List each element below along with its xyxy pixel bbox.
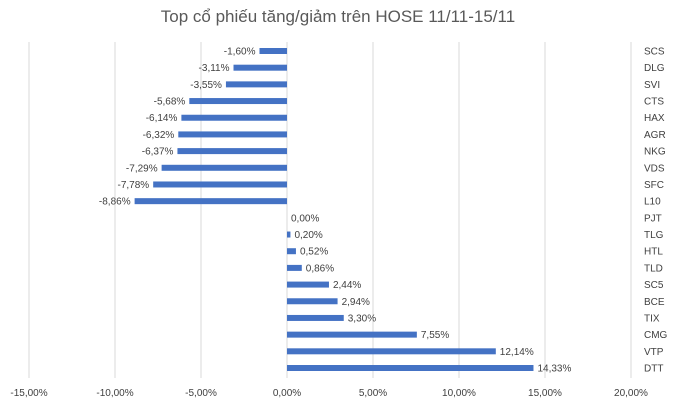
data-label: 2,94% xyxy=(342,297,370,308)
category-label: SCS xyxy=(644,47,665,58)
data-label: -7,29% xyxy=(126,163,158,174)
data-label: 0,86% xyxy=(306,263,334,274)
category-label: VDS xyxy=(644,163,665,174)
category-label: SC5 xyxy=(644,280,664,291)
bar xyxy=(287,348,496,355)
bar xyxy=(287,314,344,321)
data-label: -5,68% xyxy=(154,97,186,108)
bar xyxy=(233,64,287,71)
data-label: 12,14% xyxy=(500,347,534,358)
data-label: 0,20% xyxy=(294,230,322,241)
category-label: CMG xyxy=(644,330,668,341)
bar xyxy=(181,114,287,121)
bar xyxy=(189,98,287,105)
bar xyxy=(134,198,287,205)
x-tick-label: 10,00% xyxy=(442,388,476,399)
category-label: TIX xyxy=(644,313,660,324)
x-tick-label: 20,00% xyxy=(614,388,648,399)
category-label: L10 xyxy=(644,197,661,208)
bar xyxy=(161,164,287,171)
data-label: 7,55% xyxy=(421,330,449,341)
category-label: VTP xyxy=(644,347,664,358)
bar xyxy=(287,298,338,305)
bar xyxy=(153,181,287,188)
bar xyxy=(259,48,287,54)
bar xyxy=(225,81,287,88)
bar xyxy=(178,131,287,138)
data-labels: -1,60% -3,11% -3,55% -5,68% -6,14% -6,32% -6,3… xyxy=(99,47,572,375)
bar xyxy=(287,281,329,288)
category-label: SFC xyxy=(644,180,664,191)
x-tick-label: -15,00% xyxy=(10,388,47,399)
bar xyxy=(287,264,302,271)
data-label: 3,30% xyxy=(348,313,376,324)
category-label: BCE xyxy=(644,297,665,308)
category-label: HTL xyxy=(644,247,663,258)
data-label: -6,37% xyxy=(142,147,174,158)
data-label: -6,32% xyxy=(143,130,175,141)
category-label: SVI xyxy=(644,80,660,91)
x-tick-label: -10,00% xyxy=(96,388,133,399)
category-labels: SCS DLG SVI CTS HAX AGR NKG VDS SFC L10 PJT TLG HTL T… xyxy=(644,47,668,375)
category-label: NKG xyxy=(644,147,666,158)
data-label: -6,14% xyxy=(146,113,178,124)
bar xyxy=(177,148,287,155)
data-label: -3,55% xyxy=(190,80,222,91)
bar xyxy=(287,248,296,255)
gridlines xyxy=(28,42,632,378)
category-label: CTS xyxy=(644,97,664,108)
x-tick-label: 15,00% xyxy=(528,388,562,399)
data-label: -7,78% xyxy=(117,180,149,191)
category-label: DTT xyxy=(644,364,663,375)
category-label: TLG xyxy=(644,230,664,241)
category-label: PJT xyxy=(644,213,662,224)
x-tick-label: 5,00% xyxy=(359,388,387,399)
data-label: -1,60% xyxy=(224,47,256,58)
bar xyxy=(287,331,417,338)
data-label: 2,44% xyxy=(333,280,361,291)
data-label: 14,33% xyxy=(537,364,571,375)
data-label: -3,11% xyxy=(199,63,230,74)
chart-title: Top cổ phiếu tăng/giảm trên HOSE 11/11-1… xyxy=(161,7,515,26)
bar xyxy=(287,365,534,371)
category-label: DLG xyxy=(644,63,665,74)
x-tick-label: 0,00% xyxy=(273,388,301,399)
bar xyxy=(287,231,291,238)
category-label: HAX xyxy=(644,113,665,124)
data-label: 0,00% xyxy=(291,213,319,224)
x-tick-label: -5,00% xyxy=(185,388,217,399)
x-axis-ticks: -15,00% -10,00% -5,00% 0,00% 5,00% 10,00% 15,0… xyxy=(10,388,648,399)
data-label: -8,86% xyxy=(99,197,131,208)
bars xyxy=(134,48,534,371)
data-label: 0,52% xyxy=(300,247,328,258)
category-label: TLD xyxy=(644,263,663,274)
category-label: AGR xyxy=(644,130,666,141)
